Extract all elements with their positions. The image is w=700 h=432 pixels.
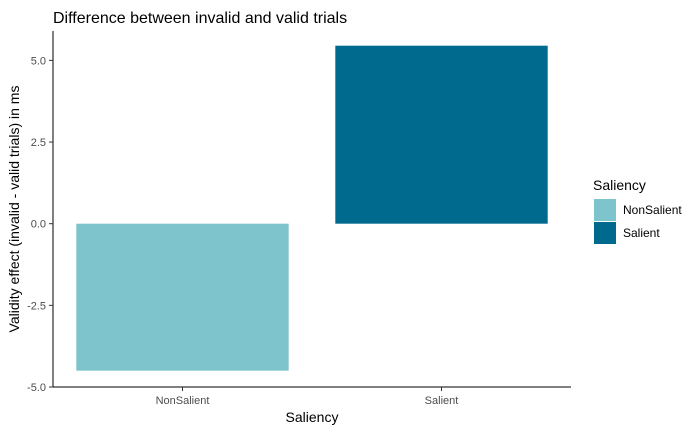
- y-tick-label: 5.0: [31, 55, 46, 67]
- y-axis-title: Validity effect (invalid - valid trials)…: [6, 86, 22, 333]
- y-tick-label: 0.0: [31, 219, 46, 231]
- y-tick-label: -2.5: [27, 300, 46, 312]
- legend: Saliency NonSalient Salient: [593, 177, 682, 244]
- y-tick-label: -5.0: [27, 382, 46, 394]
- x-tick-label: NonSalient: [156, 395, 210, 407]
- legend-key-nonsalient: [594, 199, 616, 221]
- y-tick-label: 2.5: [31, 137, 46, 149]
- x-tick-label: Salient: [425, 395, 459, 407]
- x-axis-title: Saliency: [286, 409, 339, 425]
- bars-layer: [76, 45, 548, 371]
- legend-items: NonSalient Salient: [594, 199, 682, 244]
- chart-title: Difference between invalid and valid tri…: [53, 10, 347, 27]
- bar-salient: [335, 45, 548, 224]
- bar-nonsalient: [76, 223, 289, 371]
- y-axis-ticks: -5.0 -2.5 0.0 2.5 5.0: [27, 55, 53, 394]
- legend-title: Saliency: [593, 177, 646, 193]
- legend-label-salient: Salient: [623, 226, 660, 240]
- legend-key-salient: [594, 222, 616, 244]
- legend-label-nonsalient: NonSalient: [623, 203, 682, 217]
- x-axis-ticks: NonSalient Salient: [156, 387, 459, 407]
